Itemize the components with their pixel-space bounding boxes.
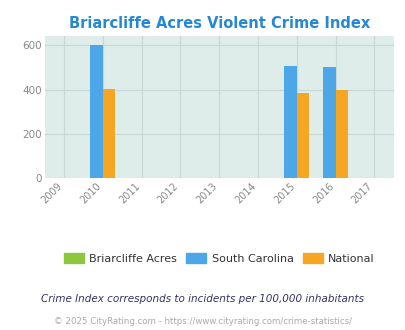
Title: Briarcliffe Acres Violent Crime Index: Briarcliffe Acres Violent Crime Index	[68, 16, 369, 31]
Bar	[296, 93, 309, 178]
Bar	[102, 89, 115, 178]
Bar	[284, 66, 296, 178]
Legend: Briarcliffe Acres, South Carolina, National: Briarcliffe Acres, South Carolina, Natio…	[59, 249, 378, 269]
Text: © 2025 CityRating.com - https://www.cityrating.com/crime-statistics/: © 2025 CityRating.com - https://www.city…	[54, 317, 351, 326]
Bar	[322, 67, 335, 178]
Text: Crime Index corresponds to incidents per 100,000 inhabitants: Crime Index corresponds to incidents per…	[41, 294, 364, 304]
Bar	[335, 90, 347, 178]
Bar	[90, 45, 102, 178]
